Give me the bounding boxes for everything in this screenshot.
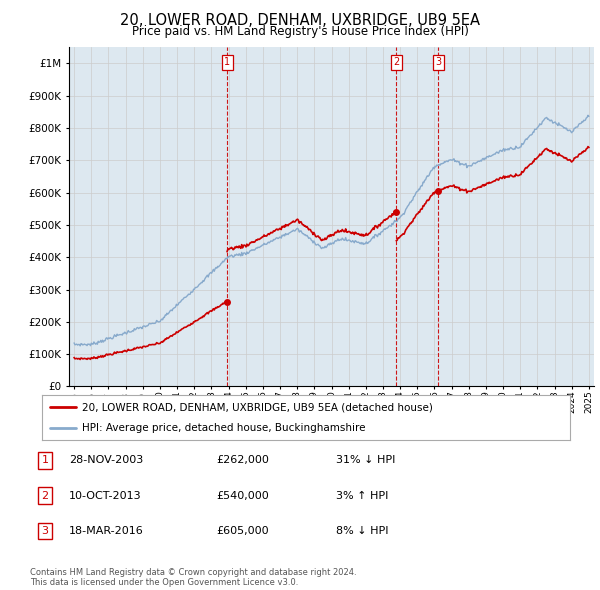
Text: 20, LOWER ROAD, DENHAM, UXBRIDGE, UB9 5EA (detached house): 20, LOWER ROAD, DENHAM, UXBRIDGE, UB9 5E… [82, 402, 433, 412]
Text: HPI: Average price, detached house, Buckinghamshire: HPI: Average price, detached house, Buck… [82, 422, 365, 432]
Text: £262,000: £262,000 [216, 455, 269, 465]
Text: 10-OCT-2013: 10-OCT-2013 [69, 491, 142, 500]
Text: 20, LOWER ROAD, DENHAM, UXBRIDGE, UB9 5EA: 20, LOWER ROAD, DENHAM, UXBRIDGE, UB9 5E… [120, 13, 480, 28]
Text: 1: 1 [41, 455, 49, 465]
Text: 18-MAR-2016: 18-MAR-2016 [69, 526, 144, 536]
Text: 31% ↓ HPI: 31% ↓ HPI [336, 455, 395, 465]
Text: £540,000: £540,000 [216, 491, 269, 500]
Text: 1: 1 [224, 57, 230, 67]
Text: 2: 2 [41, 491, 49, 500]
Text: Contains HM Land Registry data © Crown copyright and database right 2024.
This d: Contains HM Land Registry data © Crown c… [30, 568, 356, 587]
Text: Price paid vs. HM Land Registry's House Price Index (HPI): Price paid vs. HM Land Registry's House … [131, 25, 469, 38]
Text: 28-NOV-2003: 28-NOV-2003 [69, 455, 143, 465]
Text: 3: 3 [435, 57, 441, 67]
Text: 3: 3 [41, 526, 49, 536]
Text: 8% ↓ HPI: 8% ↓ HPI [336, 526, 389, 536]
Text: £605,000: £605,000 [216, 526, 269, 536]
Text: 3% ↑ HPI: 3% ↑ HPI [336, 491, 388, 500]
Text: 2: 2 [393, 57, 400, 67]
